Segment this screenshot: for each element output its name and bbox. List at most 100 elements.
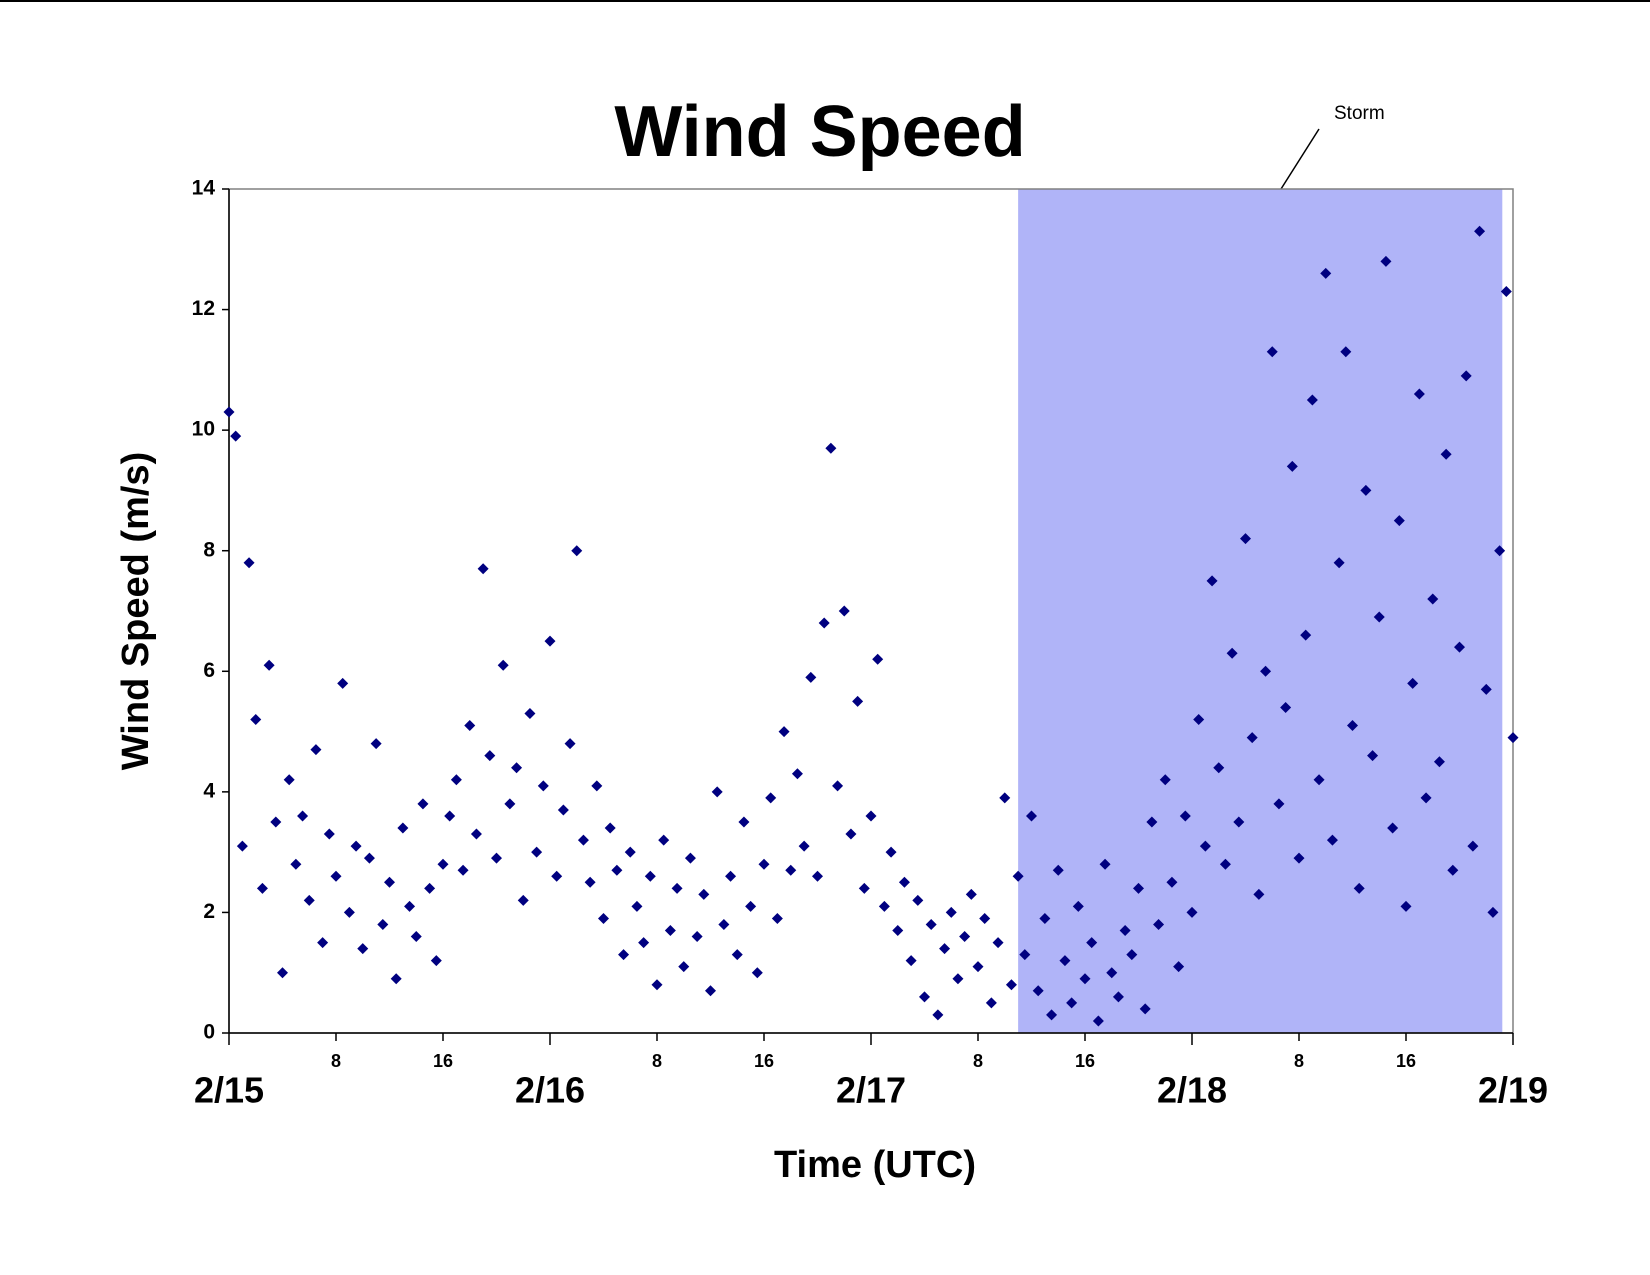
- data-point: [390, 973, 402, 985]
- data-point: [1253, 888, 1265, 900]
- data-point: [236, 840, 248, 852]
- data-point: [812, 870, 823, 882]
- data-point: [972, 961, 984, 973]
- data-point: [1413, 388, 1425, 400]
- data-point: [985, 997, 997, 1009]
- data-point: [350, 840, 362, 852]
- y-tick-label: 6: [203, 659, 215, 682]
- data-point: [691, 931, 703, 943]
- data-point: [1052, 864, 1064, 876]
- data-point: [771, 912, 783, 924]
- data-point: [1206, 575, 1218, 587]
- x-minor-tick-label: 8: [1294, 1051, 1304, 1071]
- data-point: [1500, 285, 1512, 297]
- data-point: [664, 925, 676, 937]
- data-point: [698, 888, 710, 900]
- data-point: [1293, 852, 1305, 864]
- data-point: [1166, 876, 1178, 888]
- data-point: [1179, 810, 1191, 822]
- data-point: [1199, 840, 1211, 852]
- data-point: [1460, 370, 1472, 382]
- data-point: [738, 816, 750, 828]
- data-point: [651, 979, 663, 991]
- data-point: [1086, 937, 1098, 949]
- data-point: [537, 780, 549, 792]
- data-point: [618, 949, 630, 961]
- data-point: [1353, 882, 1365, 894]
- data-point: [277, 967, 288, 979]
- data-point: [1059, 955, 1071, 967]
- data-point: [1467, 840, 1479, 852]
- data-point: [939, 943, 951, 955]
- data-point: [925, 918, 937, 930]
- data-point: [1019, 949, 1031, 961]
- data-point: [885, 846, 897, 858]
- data-point: [791, 768, 803, 780]
- data-point: [544, 635, 556, 647]
- data-point: [571, 545, 583, 557]
- data-point: [323, 828, 335, 840]
- y-tick-label: 0: [203, 1021, 215, 1044]
- data-point: [1119, 925, 1131, 937]
- x-axis-title: Time (UTC): [774, 1144, 976, 1186]
- data-point: [1032, 985, 1044, 997]
- data-point: [243, 557, 255, 569]
- data-point: [250, 714, 262, 726]
- data-point: [444, 810, 456, 822]
- data-point: [1112, 991, 1124, 1003]
- data-point: [865, 810, 877, 822]
- data-point: [711, 786, 723, 798]
- data-point: [1474, 225, 1486, 237]
- data-point: [1487, 906, 1499, 918]
- data-point: [1246, 732, 1258, 744]
- data-point: [872, 653, 884, 665]
- data-point: [999, 792, 1011, 804]
- data-point: [517, 894, 529, 906]
- data-point: [591, 780, 603, 792]
- data-point: [330, 870, 342, 882]
- annotation-leader: [1280, 128, 1320, 190]
- data-point: [1433, 756, 1445, 768]
- data-point: [363, 852, 375, 864]
- data-point: [705, 985, 716, 997]
- data-point: [357, 943, 369, 955]
- data-point: [1153, 918, 1165, 930]
- data-point: [310, 744, 322, 756]
- data-point: [731, 949, 743, 961]
- data-point: [818, 617, 830, 629]
- data-point: [430, 955, 442, 967]
- data-point: [457, 864, 469, 876]
- data-point: [1407, 677, 1419, 689]
- data-point: [838, 605, 850, 617]
- data-point: [417, 798, 429, 810]
- data-point: [765, 792, 777, 804]
- data-point: [1427, 593, 1439, 605]
- data-point: [1046, 1009, 1058, 1021]
- data-point: [1240, 533, 1251, 545]
- data-point: [945, 906, 957, 918]
- data-point: [1393, 515, 1405, 527]
- data-point: [604, 822, 616, 834]
- data-point: [283, 774, 295, 786]
- data-point: [1039, 912, 1051, 924]
- x-tick-label: 2/19: [1478, 1070, 1548, 1111]
- x-minor-tick-label: 8: [973, 1051, 983, 1071]
- data-point: [1340, 346, 1352, 358]
- data-point: [932, 1009, 944, 1021]
- data-point: [852, 695, 864, 707]
- x-minor-tick-label: 8: [331, 1051, 341, 1071]
- x-minor-tick-label: 8: [652, 1051, 662, 1071]
- data-point: [577, 834, 589, 846]
- data-point: [1447, 864, 1459, 876]
- data-point: [678, 961, 690, 973]
- data-point: [491, 852, 502, 864]
- data-point: [497, 659, 509, 671]
- data-point: [1186, 906, 1198, 918]
- y-tick-label: 8: [203, 538, 215, 561]
- data-point: [751, 967, 763, 979]
- data-point: [1387, 822, 1399, 834]
- data-point: [377, 918, 389, 930]
- data-point: [631, 900, 643, 912]
- data-point: [1079, 973, 1091, 985]
